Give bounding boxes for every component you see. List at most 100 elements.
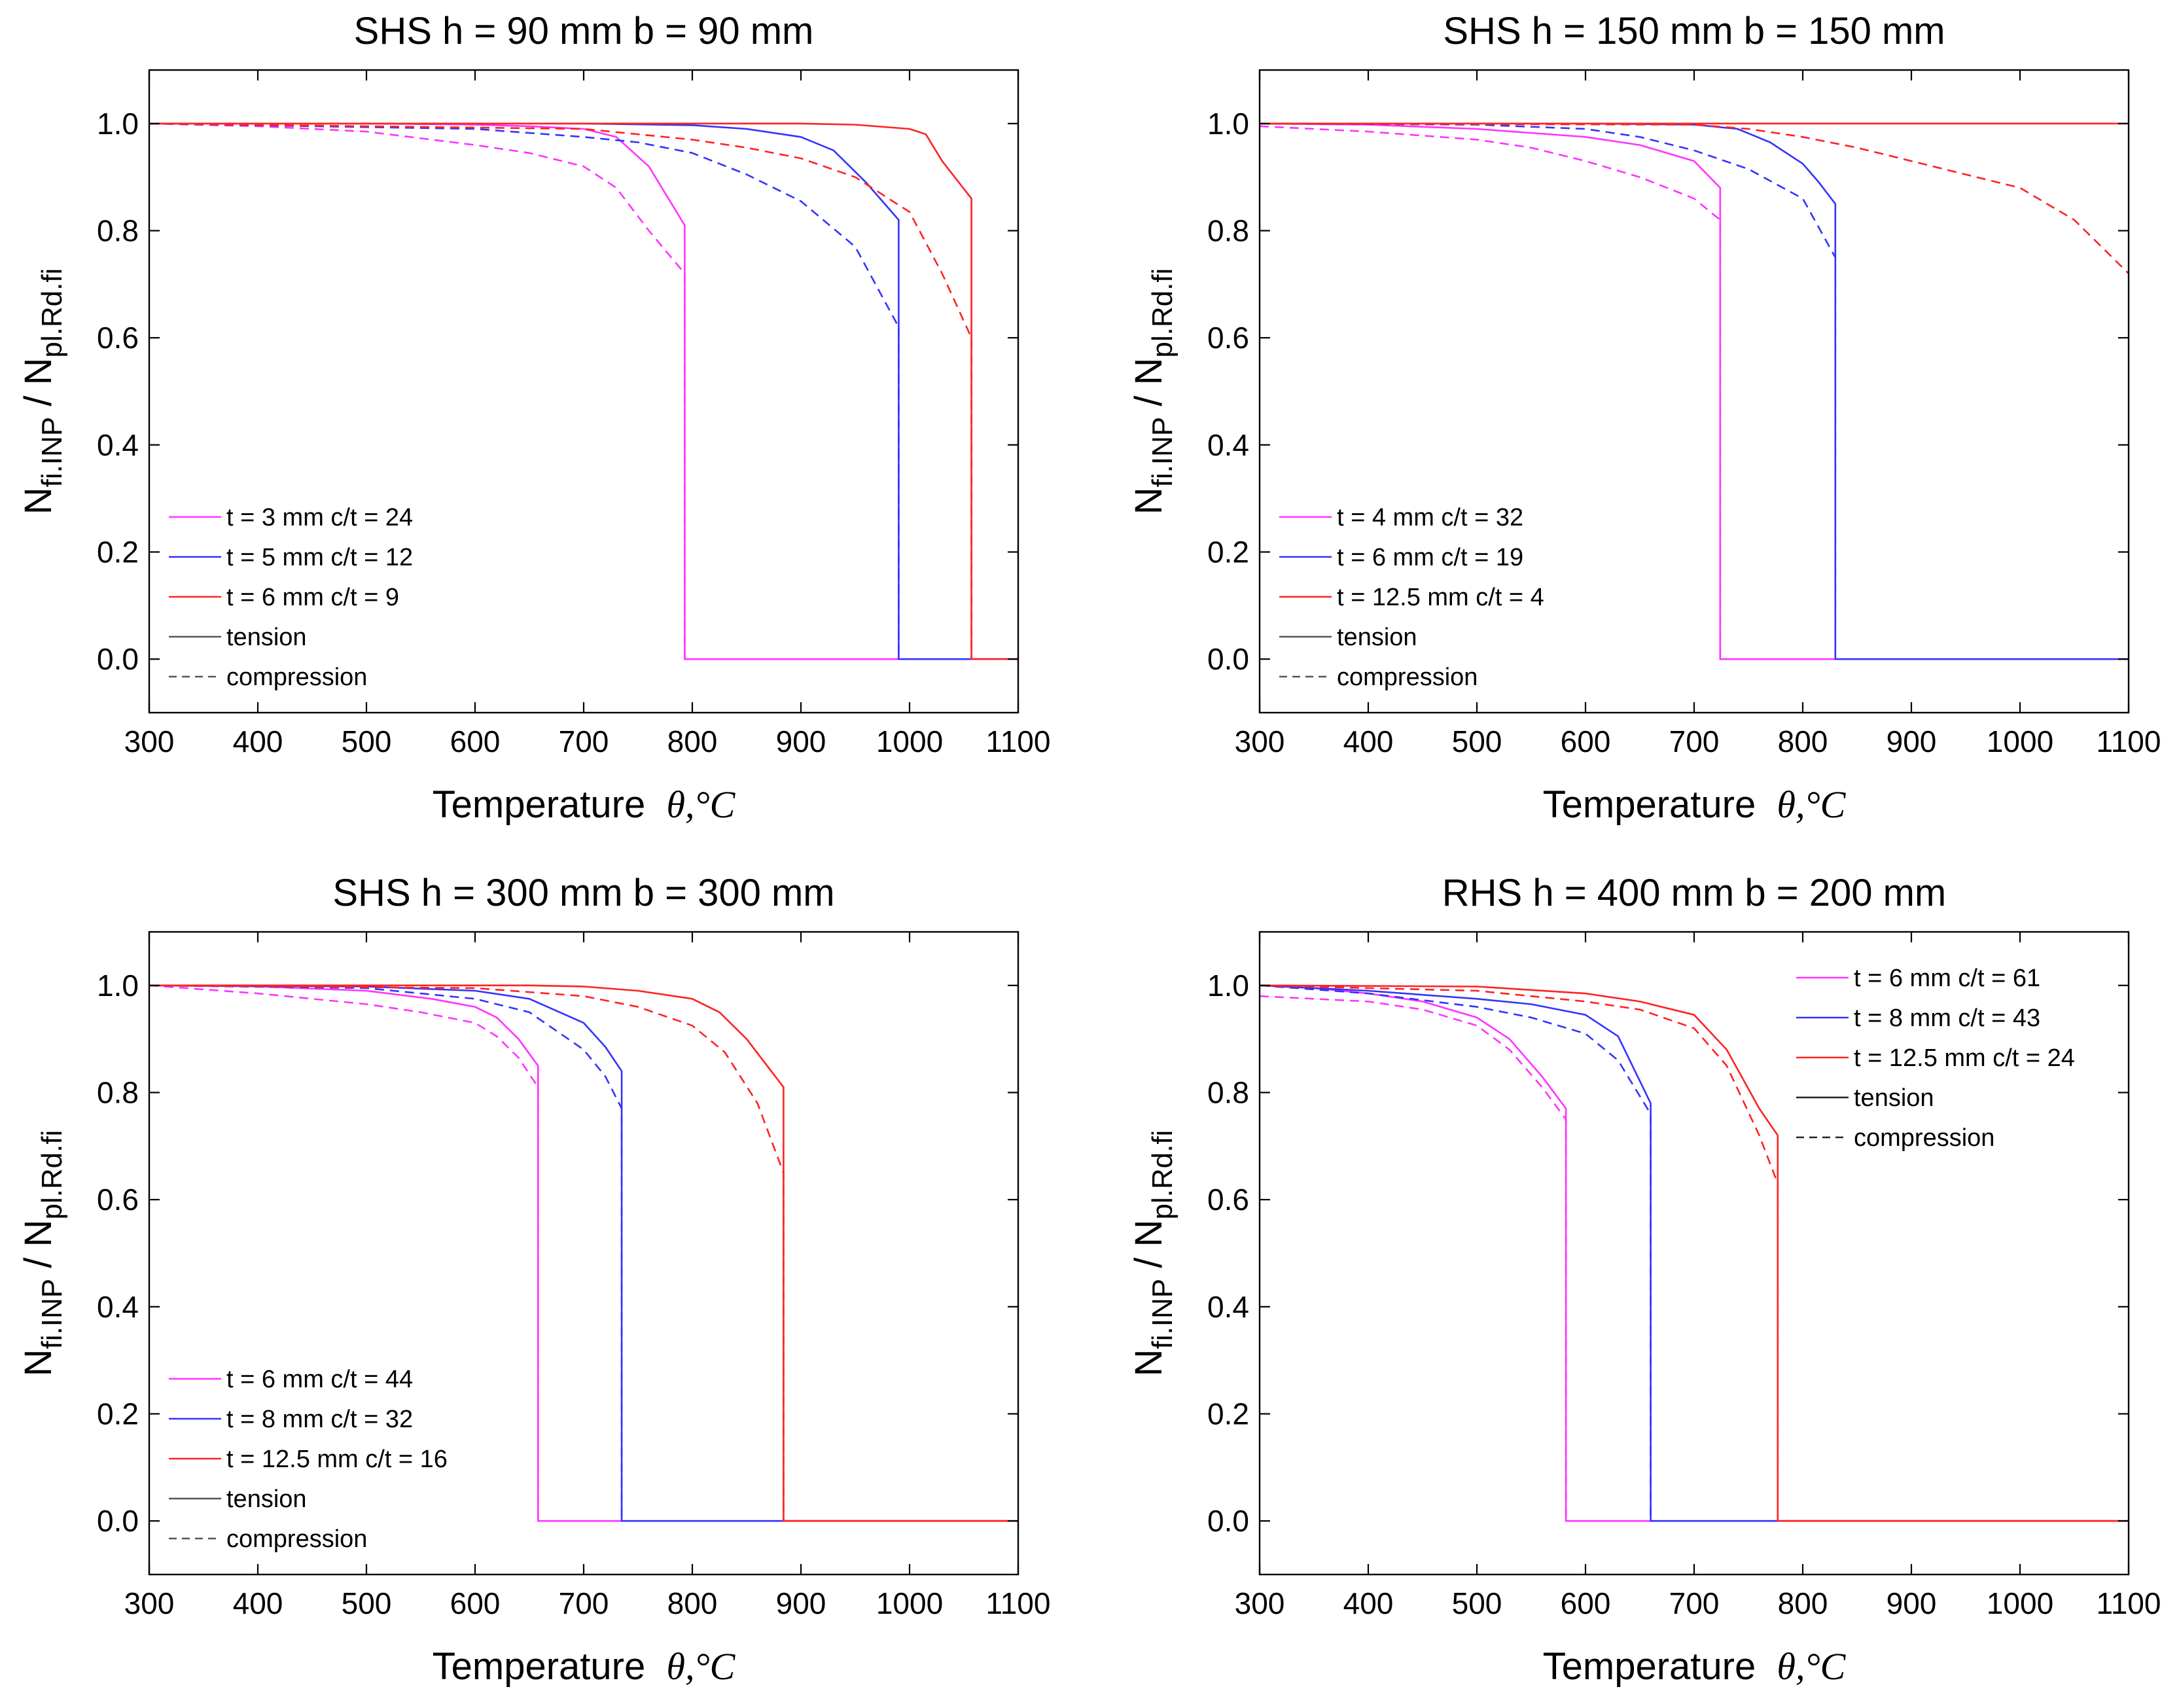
x-tick-label: 800	[1778, 1586, 1828, 1620]
series-line-2	[149, 984, 539, 1521]
y-tick-label: 0.6	[1207, 321, 1249, 355]
chart-panel-2: SHS h = 150 mm b = 150 mm 300 400 500 600 700…	[1127, 10, 2161, 826]
series-line-2	[1260, 995, 1567, 1521]
x-axis-label: Temperature θ,°C	[433, 783, 736, 826]
y-axis-label-sep: / N	[17, 358, 60, 417]
y-axis-label: Nfi.INP / Npl.Rd.fi	[17, 1130, 68, 1377]
x-tick-label: 400	[233, 724, 283, 758]
legend-label: compression	[1337, 664, 1478, 691]
y-tick-label: 0.6	[97, 321, 139, 355]
series-line-3	[149, 122, 1018, 660]
y-tick-label: 0.0	[97, 642, 139, 676]
legend: t = 6 mm c/t = 61 t = 8 mm c/t = 43 t = 12…	[1796, 965, 2075, 1152]
x-tick-label: 300	[124, 724, 175, 758]
legend-label: t = 5 mm c/t = 12	[226, 544, 413, 571]
y-axis-label-sub1: fi.INP	[1146, 417, 1178, 488]
x-axis-label-text: Temperature	[1543, 783, 1777, 826]
series-line-4	[1260, 122, 1837, 660]
x-tick-label: 800	[1778, 724, 1828, 758]
series-line-1	[1260, 122, 2129, 660]
x-tick-label: 300	[124, 1586, 175, 1620]
y-tick-label: 0.4	[97, 428, 139, 462]
x-tick-label: 900	[1887, 724, 1937, 758]
series-line-3	[1260, 122, 2129, 660]
series-line-4	[1260, 984, 1652, 1521]
y-tick-label: 0.8	[1207, 214, 1249, 248]
series-line-5	[149, 122, 1018, 660]
plot-frame	[1258, 69, 2130, 714]
legend-label: compression	[226, 664, 367, 691]
series-line-6	[1260, 984, 1779, 1521]
x-axis-label-symbol: θ,°C	[666, 783, 735, 826]
legend-label: t = 6 mm c/t = 9	[226, 584, 399, 611]
x-tick-label: 1100	[986, 724, 1051, 758]
y-tick-label: 1.0	[1207, 107, 1249, 141]
series-line-6	[149, 984, 785, 1521]
y-tick-label: 0.2	[1207, 535, 1249, 569]
x-tick-label: 900	[776, 724, 826, 758]
y-tick-label: 0.4	[97, 1290, 139, 1324]
legend-label: t = 8 mm c/t = 32	[226, 1406, 413, 1433]
legend-label: t = 8 mm c/t = 43	[1854, 1005, 2040, 1032]
series-line-5	[149, 984, 1018, 1522]
y-tick-label: 0.8	[97, 214, 139, 248]
y-tick-label: 0.6	[97, 1183, 139, 1217]
x-axis-label-symbol: θ,°C	[666, 1645, 735, 1688]
x-tick-label: 1000	[1987, 1586, 2053, 1620]
plot-frame	[148, 931, 1019, 1576]
y-tick-label: 1.0	[97, 969, 139, 1003]
x-tick-label: 800	[667, 724, 718, 758]
x-tick-label: 700	[1669, 1586, 1720, 1620]
y-axis-label-n1: N	[1127, 1349, 1170, 1376]
chart-title: SHS h = 150 mm b = 150 mm	[1443, 10, 1945, 52]
series-group	[149, 122, 1018, 660]
x-tick-label: 700	[559, 1586, 609, 1620]
y-tick-label: 0.0	[1207, 642, 1249, 676]
x-tick-label: 1100	[2097, 1586, 2161, 1620]
x-axis-label-symbol: θ,°C	[1777, 783, 1846, 826]
y-tick-label: 1.0	[1207, 969, 1249, 1003]
series-line-6	[1260, 122, 2129, 274]
y-tick-label: 1.0	[97, 107, 139, 141]
y-axis-label-sub2: pl.Rd.fi	[36, 1130, 68, 1220]
legend-label: tension	[1854, 1084, 1934, 1112]
y-axis-label: Nfi.INP / Npl.Rd.fi	[1127, 1130, 1178, 1377]
legend-label: compression	[1854, 1124, 1994, 1152]
y-axis-label-sub1: fi.INP	[36, 417, 68, 488]
x-tick-label: 400	[1343, 1586, 1394, 1620]
series-line-1	[149, 984, 1018, 1522]
x-tick-label: 500	[1452, 724, 1502, 758]
legend-label: t = 3 mm c/t = 24	[226, 504, 413, 531]
chart-panel-3: SHS h = 300 mm b = 300 mm 300 400 500 600 700…	[17, 872, 1050, 1688]
x-axis-label: Temperature θ,°C	[1543, 1645, 1847, 1688]
series-line-3	[149, 984, 1018, 1522]
y-axis-label-sep: / N	[1127, 1220, 1170, 1279]
series-group	[149, 984, 1018, 1522]
legend-label: t = 6 mm c/t = 61	[1854, 965, 2040, 992]
chart-title: RHS h = 400 mm b = 200 mm	[1442, 872, 1946, 914]
y-axis-label-sub1: fi.INP	[1146, 1279, 1178, 1349]
x-axis-label: Temperature θ,°C	[1543, 783, 1847, 826]
legend-label: t = 12.5 mm c/t = 4	[1337, 584, 1544, 611]
series-group	[1260, 122, 2129, 660]
y-tick-label: 0.0	[1207, 1504, 1249, 1538]
x-tick-label: 600	[450, 724, 501, 758]
x-axis-label-text: Temperature	[433, 783, 667, 826]
x-tick-label: 1100	[2097, 724, 2161, 758]
series-line-1	[149, 122, 1018, 660]
y-tick-label: 0.0	[97, 1504, 139, 1538]
chart-panel-1: SHS h = 90 mm b = 90 mm 300 400 500 600 700 80…	[17, 10, 1050, 826]
x-tick-label: 1000	[876, 1586, 943, 1620]
x-tick-label: 600	[1561, 724, 1611, 758]
x-tick-label: 300	[1235, 724, 1285, 758]
y-axis-label-sep: / N	[1127, 358, 1170, 417]
y-axis-label-n1: N	[1127, 487, 1170, 514]
series-line-2	[1260, 125, 1722, 660]
legend: t = 4 mm c/t = 32 t = 6 mm c/t = 19 t = 12…	[1279, 504, 1544, 691]
chart-title: SHS h = 90 mm b = 90 mm	[354, 10, 814, 52]
y-tick-label: 0.4	[1207, 1290, 1249, 1324]
x-tick-label: 300	[1235, 1586, 1285, 1620]
y-axis-label-sub2: pl.Rd.fi	[1146, 268, 1178, 358]
y-axis-label-sep: / N	[17, 1220, 60, 1279]
x-tick-label: 1000	[1987, 724, 2053, 758]
